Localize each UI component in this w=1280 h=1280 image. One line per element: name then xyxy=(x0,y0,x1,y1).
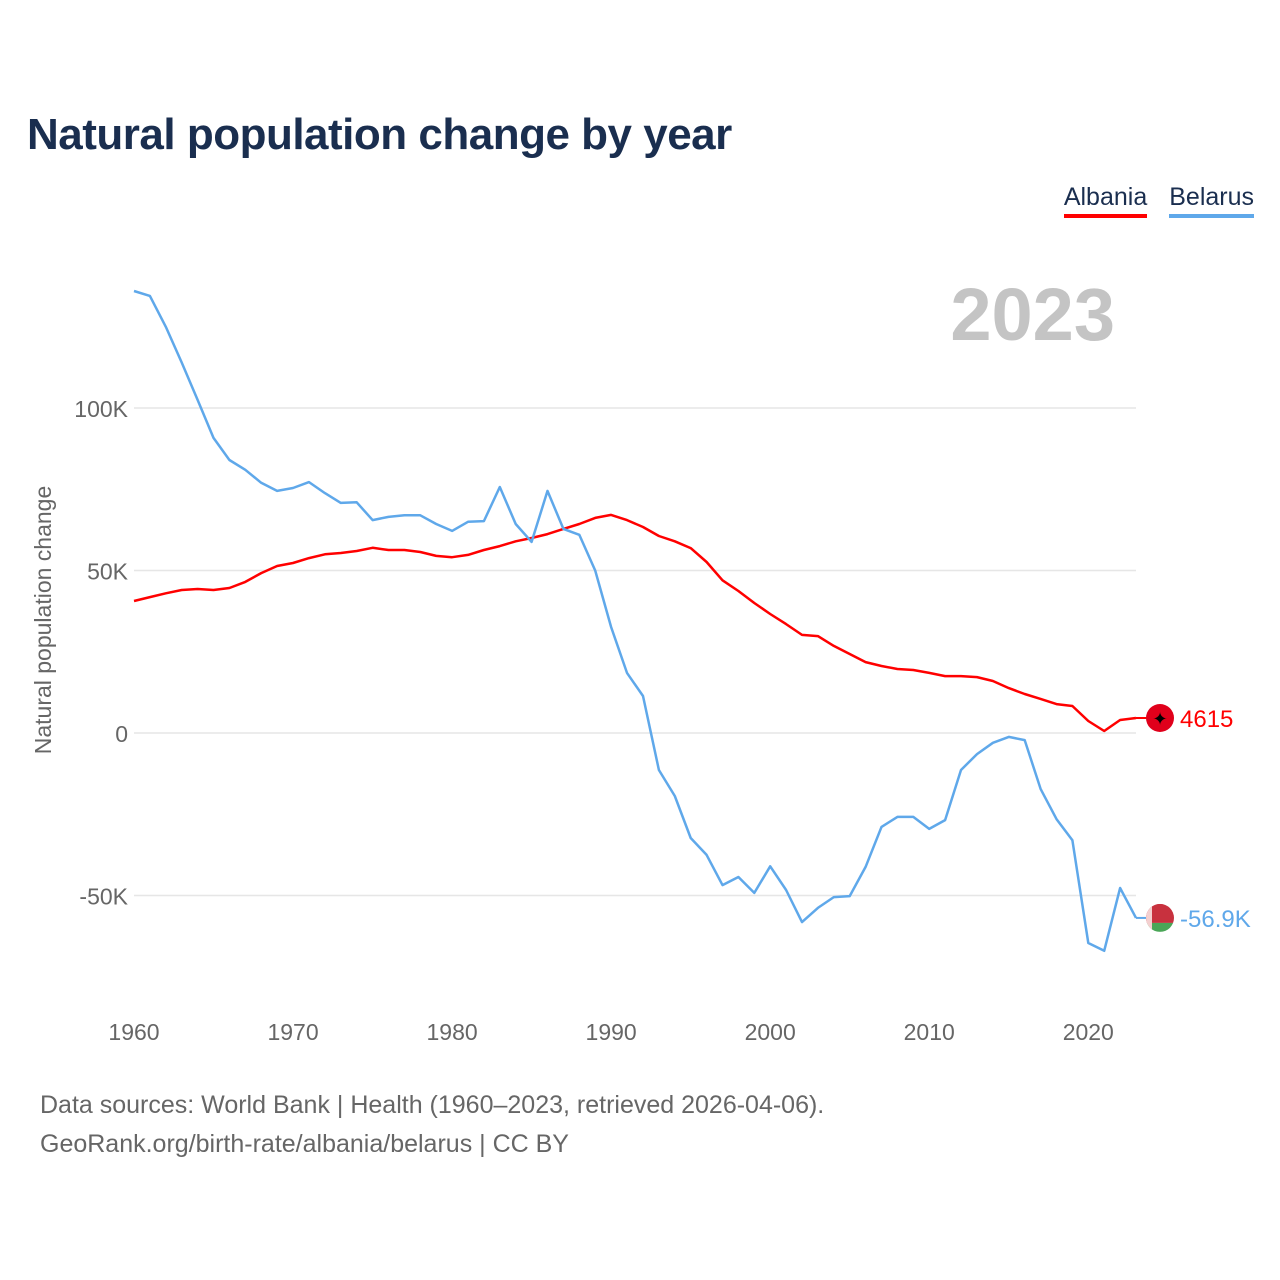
year-overlay: 2023 xyxy=(950,273,1115,356)
data-source: Data sources: World Bank | Health (1960–… xyxy=(40,1091,825,1119)
x-tick-label: 2020 xyxy=(1063,1019,1114,1045)
eagle-icon: ✦ xyxy=(1152,709,1167,729)
end-value-label: 4615 xyxy=(1180,706,1233,733)
x-tick-label: 1980 xyxy=(427,1019,478,1045)
series-line-belarus xyxy=(133,289,1138,953)
y-tick-label: -50K xyxy=(79,884,128,910)
y-axis-label: Natural population change xyxy=(30,486,56,755)
legend: Albania Belarus xyxy=(1063,183,1254,218)
x-tick-label: 1960 xyxy=(108,1019,159,1045)
x-tick-label: 2010 xyxy=(904,1019,955,1045)
series-line-albania xyxy=(133,513,1137,733)
x-tick-label: 1970 xyxy=(267,1019,318,1045)
x-tick-label: 1990 xyxy=(586,1019,637,1045)
x-tick-label: 2000 xyxy=(745,1019,796,1045)
source-link[interactable]: GeoRank.org/birth-rate/albania/belarus |… xyxy=(40,1130,569,1158)
chart-title: Natural population change by year xyxy=(27,110,732,159)
flag-ornament xyxy=(1146,903,1152,932)
footer: Data sources: World Bank | Health (1960–… xyxy=(40,1086,824,1164)
end-value-label: -56.9K xyxy=(1180,906,1251,933)
flag-green-band xyxy=(1146,922,1174,932)
flag-red-band xyxy=(1146,903,1174,923)
y-tick-label: 0 xyxy=(115,721,128,747)
legend-item-belarus[interactable]: Belarus xyxy=(1169,183,1254,218)
y-tick-label: 100K xyxy=(74,396,128,422)
albania-flag-icon xyxy=(1146,704,1174,733)
legend-item-albania[interactable]: Albania xyxy=(1063,183,1148,218)
y-tick-label: 50K xyxy=(87,559,129,585)
